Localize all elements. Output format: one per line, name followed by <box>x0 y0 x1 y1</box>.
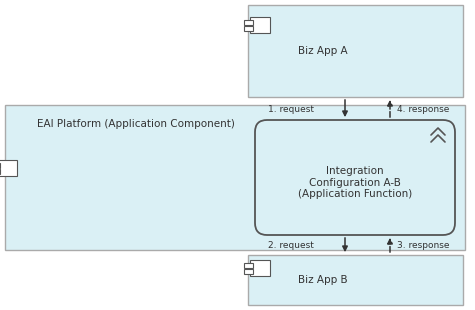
Text: 2. request: 2. request <box>268 241 314 250</box>
Text: 4. response: 4. response <box>397 105 449 114</box>
Bar <box>248 255 463 305</box>
Text: Integration
Configuration A-B
(Application Function): Integration Configuration A-B (Applicati… <box>298 166 412 199</box>
Text: 1. request: 1. request <box>268 105 314 114</box>
Text: EAI Platform (Application Component): EAI Platform (Application Component) <box>37 119 235 129</box>
Bar <box>250 17 269 33</box>
Bar <box>248 5 463 97</box>
Bar <box>250 260 269 276</box>
FancyBboxPatch shape <box>255 120 455 235</box>
Bar <box>244 20 253 25</box>
Bar <box>0 160 17 176</box>
Text: Biz App B: Biz App B <box>298 275 348 285</box>
Bar <box>244 263 253 268</box>
Bar <box>244 269 253 274</box>
Bar <box>244 26 253 31</box>
Text: 3. response: 3. response <box>397 241 449 250</box>
Bar <box>5 105 465 250</box>
Text: Biz App A: Biz App A <box>298 46 348 56</box>
